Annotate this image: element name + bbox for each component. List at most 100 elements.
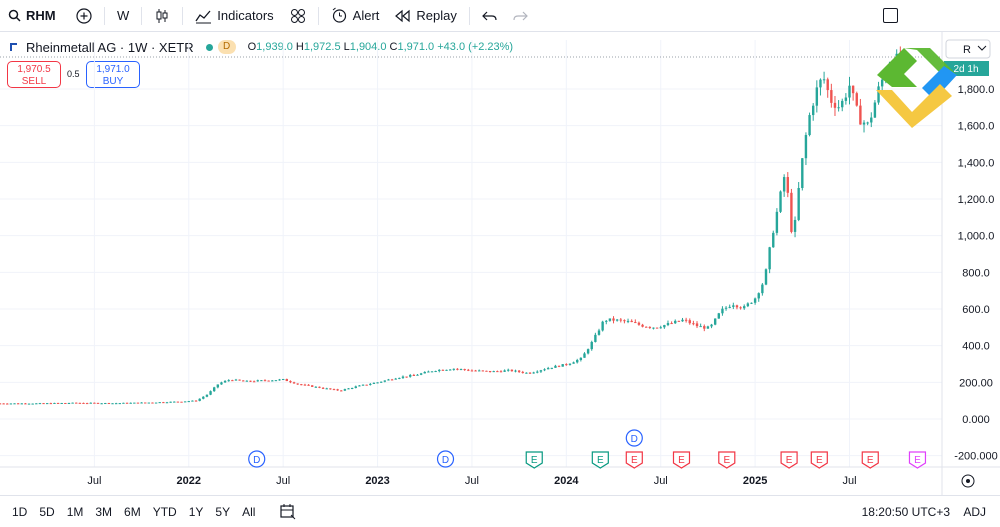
- dividend-marker[interactable]: [625, 429, 643, 447]
- market-open-dot: [205, 43, 213, 51]
- candle-body: [292, 382, 296, 384]
- range-button-3m[interactable]: 3M: [95, 504, 113, 519]
- clock[interactable]: 18:20:50 UTC+3: [861, 505, 950, 519]
- candle-body: [234, 379, 238, 381]
- alert-label: Alert: [352, 8, 380, 23]
- symbol-search[interactable]: RHM: [0, 0, 68, 32]
- candle-body: [612, 318, 615, 321]
- price-chart[interactable]: D D E EDE E E E E E E -200.0000.000200.00400.0600…: [0, 32, 1000, 495]
- candle-body: [100, 403, 103, 405]
- candle-body: [655, 327, 659, 329]
- layouts-button[interactable]: [282, 0, 314, 32]
- candle-body: [746, 303, 750, 307]
- fullscreen-toggle[interactable]: [883, 8, 898, 23]
- candle-body: [376, 382, 379, 384]
- earnings-marker[interactable]: [591, 451, 609, 469]
- candle-body: [688, 320, 691, 324]
- candle-body: [289, 381, 292, 383]
- candle-body: [837, 107, 840, 109]
- ohlc-values: O1,939.0 H1,972.5 L1,904.0 C1,971.0 +43.…: [247, 41, 514, 53]
- range-button-5d[interactable]: 5D: [39, 504, 55, 519]
- candle-body: [648, 326, 652, 328]
- candle-body: [383, 380, 387, 382]
- dividend-marker[interactable]: [436, 450, 455, 468]
- range-button-6m[interactable]: 6M: [124, 504, 141, 519]
- candle-body: [169, 401, 172, 403]
- last-price-badge: [944, 61, 989, 76]
- earnings-marker[interactable]: [525, 451, 543, 469]
- event-marker-label: D: [442, 455, 449, 466]
- candle-body: [180, 401, 183, 403]
- earnings-marker[interactable]: [908, 451, 927, 469]
- range-button-all[interactable]: All: [242, 504, 256, 519]
- earnings-marker[interactable]: [780, 451, 798, 469]
- adjust-toggle[interactable]: ADJ: [963, 505, 986, 519]
- candle-body: [645, 326, 648, 328]
- currency-label: R: [963, 44, 971, 56]
- range-button-1d[interactable]: 1D: [12, 504, 28, 519]
- chart-type-button[interactable]: [146, 0, 178, 32]
- candle-body: [140, 402, 143, 404]
- time-tick-label: Jul: [842, 475, 856, 487]
- earnings-marker[interactable]: [625, 451, 643, 469]
- price-tick-label: 600.0: [962, 304, 990, 316]
- range-button-5y[interactable]: 5Y: [215, 504, 231, 519]
- replay-button[interactable]: Replay: [387, 0, 464, 32]
- earnings-marker[interactable]: [672, 451, 691, 469]
- event-marker-label: E: [816, 455, 823, 466]
- candle-body: [481, 370, 485, 372]
- earnings-marker[interactable]: [861, 451, 879, 469]
- alert-button[interactable]: Alert: [323, 0, 388, 32]
- candle-body: [438, 369, 441, 372]
- range-button-1y[interactable]: 1Y: [188, 504, 204, 519]
- sell-button[interactable]: 1,970.5 SELL: [7, 61, 61, 88]
- candle-body: [122, 402, 125, 404]
- currency-button[interactable]: [945, 39, 991, 59]
- event-marker-label: E: [867, 455, 874, 466]
- delayed-badge[interactable]: D: [217, 40, 236, 54]
- price-axis[interactable]: -200.000 0.000 200.00 400.0 600.0 800.0 1,000.…: [944, 39, 998, 463]
- time-tick-label: 2022: [177, 475, 201, 487]
- axis-settings-icon[interactable]: [961, 474, 975, 488]
- price-tick-label: 200.00: [959, 377, 993, 389]
- redo-button[interactable]: [505, 0, 536, 32]
- dividend-marker[interactable]: [248, 450, 266, 468]
- candle-body: [841, 100, 844, 108]
- bottom-toolbar: 1D 5D 1M 3M 6M YTD 1Y 5Y All 18:20:50 UTC+3 ADJ: [0, 495, 1000, 527]
- indicators-button[interactable]: Indicators: [187, 0, 281, 32]
- candle-body: [93, 402, 96, 404]
- price-tick-label: 0.000: [962, 414, 990, 426]
- time-axis[interactable]: Jul 2022 Jul 2023 Jul 2024 Jul 2025 Jul: [87, 474, 975, 488]
- candle-body: [387, 379, 390, 381]
- candle-body: [249, 380, 252, 382]
- candle-body: [641, 324, 644, 327]
- candle-body: [318, 386, 321, 388]
- candle-body: [104, 403, 107, 405]
- candle-body: [24, 403, 27, 405]
- event-marker-label: D: [631, 434, 638, 445]
- candle-body: [797, 187, 800, 220]
- candle-body: [851, 85, 855, 94]
- compare-symbol-button[interactable]: [68, 0, 100, 32]
- toolbar-divider: [468, 6, 470, 25]
- candle-body: [242, 380, 245, 382]
- candle-body: [53, 402, 56, 404]
- undo-button[interactable]: [474, 0, 505, 32]
- candle-body: [350, 387, 354, 389]
- calendar-range-icon[interactable]: [279, 503, 297, 521]
- interval-button[interactable]: W: [109, 0, 137, 32]
- candle-body: [568, 363, 572, 365]
- earnings-marker[interactable]: [718, 451, 736, 469]
- candle-body: [27, 403, 31, 405]
- replay-label: Replay: [416, 8, 457, 23]
- range-button-1m[interactable]: 1M: [66, 504, 84, 519]
- candle-body: [830, 90, 833, 103]
- buy-button[interactable]: 1,971.0 BUY: [86, 61, 140, 88]
- candle-body: [695, 323, 699, 327]
- candle-body: [576, 360, 579, 363]
- legend-title[interactable]: Rheinmetall AG · 1W · XETR: [26, 39, 194, 55]
- candle-body: [314, 386, 318, 388]
- candle-body: [521, 371, 524, 373]
- range-button-ytd[interactable]: YTD: [152, 504, 177, 519]
- earnings-marker[interactable]: [810, 451, 828, 469]
